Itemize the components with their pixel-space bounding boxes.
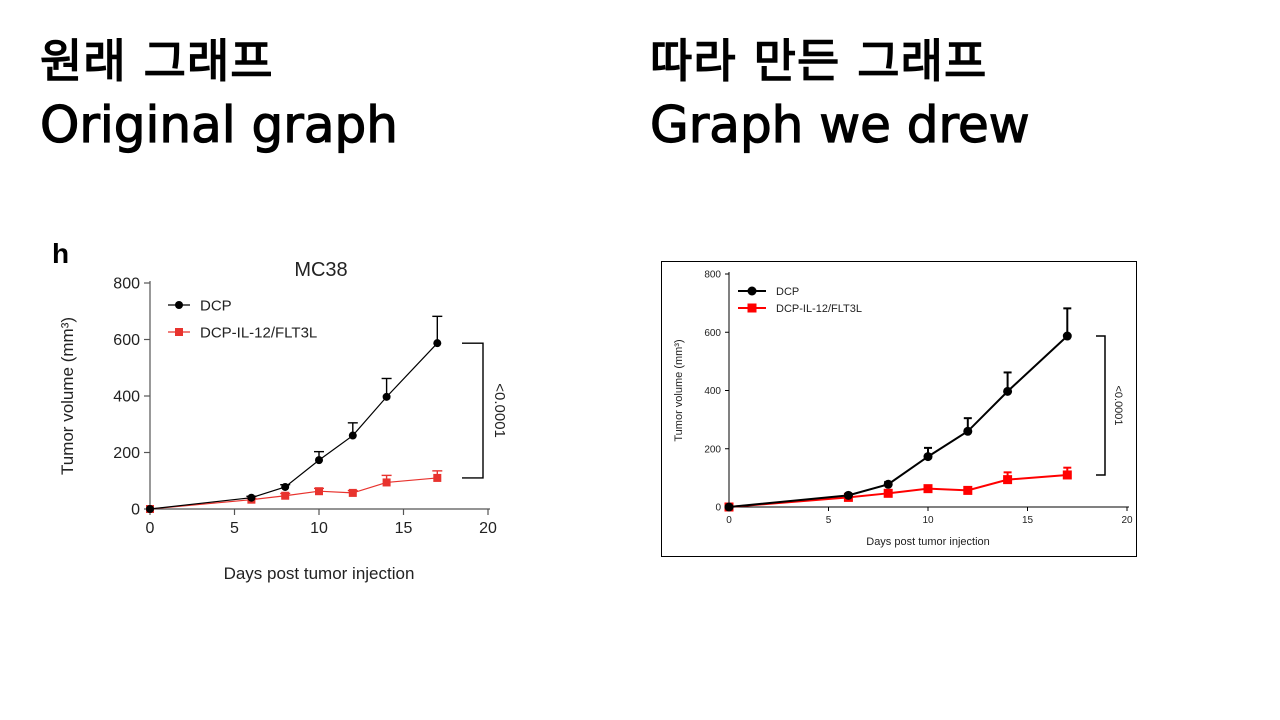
data-point-dcp-il-12-flt3l <box>923 484 933 494</box>
x-tick-label: 20 <box>1121 515 1133 526</box>
x-tick-label: 15 <box>1022 515 1034 526</box>
legend-label-dcp-il-12-flt3l: DCP-IL-12/FLT3L <box>200 324 317 341</box>
legend-label-dcp-il-12-flt3l: DCP-IL-12/FLT3L <box>776 303 862 315</box>
y-tick-label: 400 <box>113 389 140 406</box>
y-tick-label: 600 <box>113 332 140 349</box>
p-value-annotation: <0.0001 <box>1112 385 1124 425</box>
significance-bracket <box>462 342 484 479</box>
series-line-dcp <box>728 335 1068 508</box>
x-axis-label: Days post tumor injection <box>224 564 415 583</box>
data-point-dcp-il-12-flt3l <box>281 491 290 500</box>
data-point-dcp <box>281 482 290 491</box>
data-point-dcp <box>433 339 442 348</box>
data-point-dcp-il-12-flt3l <box>963 485 973 495</box>
x-tick-label: 15 <box>395 520 413 537</box>
original-chart: 0 200 400 600 800 0 5 10 15 20 Days post tumor inj… <box>52 238 508 583</box>
data-point-dcp-il-12-flt3l <box>1062 470 1072 480</box>
data-point-dcp <box>1062 331 1072 341</box>
x-tick-label: 0 <box>146 520 155 537</box>
data-point-dcp <box>843 490 853 500</box>
heading-drawn-korean: 따라 만든 그래프 <box>650 34 988 88</box>
data-point-dcp-il-12-flt3l <box>433 473 442 482</box>
data-point-dcp-il-12-flt3l <box>315 487 323 496</box>
heading-original-english: Original graph <box>39 95 398 154</box>
data-point-dcp <box>315 456 323 465</box>
data-point-dcp <box>923 452 933 462</box>
data-point-dcp <box>724 502 734 512</box>
heading-drawn: 따라 만든 그래프 Graph we drew <box>649 30 1030 158</box>
x-tick-label: 10 <box>922 515 934 526</box>
y-tick-label: 800 <box>113 276 140 293</box>
data-point-dcp-il-12-flt3l <box>382 478 391 487</box>
x-axis-label: Days post tumor injection <box>866 536 990 548</box>
drawn-chart: 0 200 400 600 800 0 5 10 15 20 Days post tumor inj… <box>673 270 1133 549</box>
data-point-dcp <box>382 392 391 401</box>
heading-original: 원래 그래프 Original graph <box>39 30 398 158</box>
p-value-annotation: <0.0001 <box>491 383 508 438</box>
panel-label: h <box>52 238 69 269</box>
y-tick-label: 800 <box>704 270 721 281</box>
data-point-dcp <box>883 479 893 489</box>
legend-marker-dcp-il-12-flt3l <box>175 328 183 336</box>
y-tick-label: 200 <box>704 444 721 455</box>
data-point-dcp <box>146 505 154 513</box>
heading-original-korean: 원래 그래프 <box>40 34 274 88</box>
y-axis-label: Tumor volume (mm³) <box>673 339 685 441</box>
data-point-dcp <box>247 493 256 502</box>
data-point-dcp <box>1003 386 1013 396</box>
y-tick-label: 200 <box>113 445 140 462</box>
drawn-chart-frame: 0 200 400 600 800 0 5 10 15 20 Days post tumor inj… <box>661 261 1137 557</box>
y-tick-label: 0 <box>715 503 721 514</box>
x-tick-label: 5 <box>826 515 832 526</box>
legend-label-dcp: DCP <box>200 297 232 314</box>
x-tick-label: 0 <box>726 515 732 526</box>
heading-drawn-english: Graph we drew <box>649 95 1030 154</box>
y-axis-label: Tumor volume (mm³) <box>58 317 77 475</box>
x-tick-label: 20 <box>479 520 497 537</box>
y-tick-label: 400 <box>704 386 721 397</box>
legend-marker-dcp-il-12-flt3l <box>747 303 757 313</box>
data-point-dcp <box>963 426 973 436</box>
legend-marker-dcp <box>175 301 183 309</box>
series-line-dcp <box>149 342 438 510</box>
legend-marker-dcp <box>747 286 757 296</box>
x-tick-label: 5 <box>230 520 239 537</box>
data-point-dcp-il-12-flt3l <box>883 488 893 498</box>
data-point-dcp <box>348 431 357 440</box>
significance-bracket <box>1096 335 1106 476</box>
x-tick-label: 10 <box>310 520 328 537</box>
y-tick-label: 0 <box>131 502 140 519</box>
y-tick-label: 600 <box>704 328 721 339</box>
data-point-dcp-il-12-flt3l <box>348 488 357 497</box>
data-point-dcp-il-12-flt3l <box>1003 475 1013 485</box>
chart-title: MC38 <box>294 259 347 281</box>
legend-label-dcp: DCP <box>776 286 799 298</box>
